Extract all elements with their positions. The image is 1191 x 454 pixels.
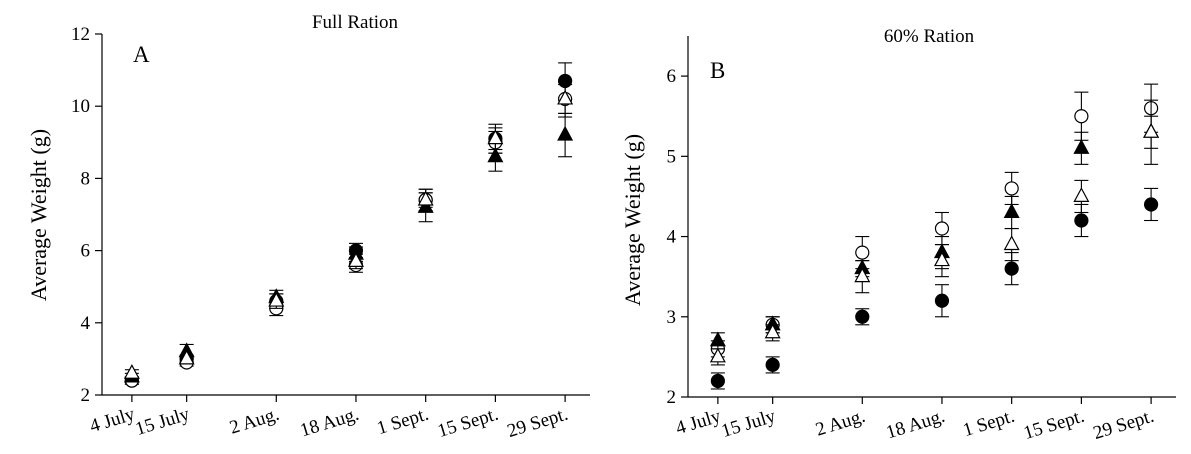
data-point [1073, 187, 1090, 202]
panel-a-y-axis-title: Average Weight (g) [26, 129, 51, 301]
panel-b-letter: B [710, 58, 725, 83]
panel-b-x-tick-label: 18 Aug. [884, 406, 948, 444]
panel-b-y-tick-label: 6 [667, 66, 677, 87]
data-point [855, 309, 870, 324]
panel-a-title: Full Ration [312, 12, 399, 33]
panel-b: 60% Ration B Average Weight (g) 2 3 4 5 6 4 J… [620, 26, 1176, 444]
panel-a-x-tick-label: 18 Aug. [298, 404, 362, 442]
data-point [1003, 235, 1020, 251]
panel-a-y-tick-label: 8 [81, 168, 91, 189]
panel-b-title: 60% Ration [884, 26, 975, 47]
data-point [1143, 122, 1160, 138]
data-point [347, 252, 364, 267]
panel-a-x-tick-label: 15 Sept. [435, 404, 501, 442]
panel-a-x-tick-label: 29 Sept. [505, 404, 571, 442]
panel-b-series-open-circle [710, 83, 1159, 358]
data-point [1144, 197, 1159, 212]
panel-b-series-filled-circle [710, 187, 1159, 390]
panel-a-y-tick-label: 6 [81, 241, 91, 262]
panel-b-x-tick-label: 4 July [673, 406, 724, 440]
data-point [1004, 181, 1019, 196]
data-point [855, 245, 870, 260]
panel-a-series-filled-circle [124, 62, 573, 388]
panel-a-x-tick-label: 15 July [133, 404, 193, 440]
panel-b-x-tick-label: 1 Sept. [961, 406, 1018, 442]
panel-a-y-tick-label: 10 [71, 96, 90, 117]
data-point [487, 147, 504, 163]
panel-a-y-tick-label: 2 [81, 385, 91, 406]
panel-b-x-tick-label: 15 Sept. [1021, 406, 1087, 444]
data-point [709, 331, 726, 347]
panel-b-x-tick-label: 2 Aug. [813, 406, 868, 441]
panel-b-y-tick-label: 4 [667, 227, 677, 248]
panel-b-x-tick-label: 15 July [719, 406, 779, 442]
panel-b-x-tick-label: 29 Sept. [1091, 406, 1157, 444]
panel-a-x-tick-label: 2 Aug. [227, 404, 282, 439]
panel-b-y-tick-label: 5 [667, 146, 677, 167]
data-point [765, 357, 780, 373]
panel-a-y-tick-label: 12 [71, 24, 90, 45]
data-point [417, 190, 434, 206]
data-point [178, 349, 195, 365]
panel-a-y-tick-label: 4 [81, 313, 91, 334]
panel-a-letter: A [133, 42, 150, 67]
panel-a-series-filled-triangle [123, 112, 574, 383]
panel-a-series-open-circle [124, 83, 573, 388]
data-point [1003, 203, 1020, 219]
data-point [709, 347, 726, 363]
data-point [854, 267, 871, 283]
panel-a-series-open-triangle [123, 80, 574, 379]
data-point [487, 129, 504, 145]
data-point [1074, 213, 1089, 228]
panel-b-series-filled-triangle [709, 115, 1160, 350]
data-point [557, 125, 574, 141]
panel-b-y-axis-title: Average Weight (g) [620, 134, 645, 306]
data-point [933, 251, 950, 267]
data-point [710, 373, 725, 389]
panel-b-y-tick-label: 3 [667, 307, 677, 328]
data-point [934, 293, 950, 308]
data-point [764, 323, 781, 339]
data-point [934, 221, 950, 236]
panel-a-x-tick-label: 1 Sept. [375, 404, 432, 440]
panel-a-x-tick-label: 4 July [87, 404, 138, 438]
data-point [1073, 138, 1090, 154]
data-point [268, 291, 285, 307]
panel-b-y-tick-label: 2 [667, 387, 677, 408]
panel-a: Full Ration A Average Weight (g) 2 4 6 8 10 1… [26, 12, 590, 442]
data-point [123, 364, 140, 379]
panel-b-series-open-triangle [709, 99, 1160, 366]
data-point [557, 89, 574, 105]
data-point [1074, 109, 1089, 124]
data-point [1004, 261, 1019, 276]
